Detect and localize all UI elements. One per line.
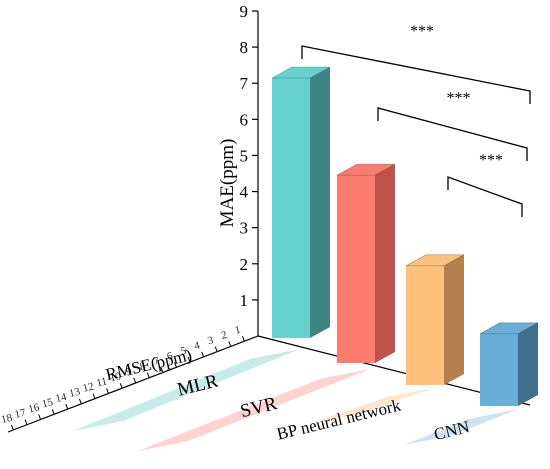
bar-top-edge (336, 163, 396, 176)
category-label: CNN (432, 417, 471, 444)
depth-tick-label: 3 (206, 334, 215, 347)
bar-top (272, 67, 330, 78)
depth-tick-label: 5 (179, 345, 188, 358)
bracket-line (447, 176, 523, 217)
depth-tick (133, 377, 137, 384)
bar-front (272, 78, 310, 338)
depth-tick-label: 16 (27, 401, 41, 415)
y-tick-label: 7 (240, 74, 249, 93)
depth-tick-label: 14 (54, 391, 68, 405)
bar-side (444, 254, 464, 385)
significance-bracket: *** (447, 152, 523, 217)
depth-tick (119, 382, 123, 389)
depth-tick-label: 15 (41, 396, 55, 410)
depth-tick-label: 2 (220, 329, 228, 342)
significance-bracket: *** (301, 23, 531, 104)
depth-tick (38, 414, 42, 420)
category-band (312, 387, 437, 423)
bracket-line (377, 107, 528, 161)
depth-tick-label: 10 (109, 370, 123, 384)
depth-tick (174, 362, 177, 368)
bars (271, 66, 539, 406)
bar-top-edge (271, 66, 331, 79)
y-tick-label: 4 (240, 183, 249, 202)
depth-tick (187, 356, 191, 363)
significance-label: *** (479, 152, 503, 169)
y-tick-label: 9 (240, 2, 249, 21)
depth-axis-line (7, 335, 259, 433)
depth-tick-label: 4 (193, 339, 202, 352)
category-label: MLR (175, 371, 220, 401)
depth-tick (24, 419, 28, 425)
bar (271, 66, 331, 338)
depth-tick (241, 336, 245, 342)
category-label-bands (73, 349, 518, 451)
depth-tick (160, 367, 164, 373)
depth-tick (92, 393, 96, 399)
category-label: SVR (238, 393, 279, 422)
y-axis-title: MAE(ppm) (217, 139, 238, 228)
bar-front (406, 265, 444, 385)
bar-top-edge (479, 322, 539, 335)
bar-side (310, 67, 330, 338)
depth-tick (65, 403, 69, 410)
depth-tick-label: 13 (68, 386, 82, 400)
bar (405, 254, 465, 385)
category-band (73, 349, 300, 431)
depth-tick (201, 351, 205, 358)
category-band (138, 369, 370, 451)
depth-tick-label: 9 (125, 365, 134, 378)
depth-tick-label: 12 (82, 381, 95, 395)
depth-tick (106, 388, 110, 394)
category-label: BP neural network (275, 395, 403, 443)
y-tick-label: 2 (240, 255, 249, 274)
bar-side (518, 322, 538, 406)
y-tick-label: 1 (240, 291, 249, 310)
depth-tick (228, 341, 232, 347)
bar-side (375, 164, 395, 363)
significance-brackets: *** *** *** (301, 23, 531, 217)
bar-top-edge (405, 254, 465, 267)
depth-tick-label: 17 (14, 407, 28, 421)
depth-tick-label: 18 (0, 412, 14, 426)
bar-top (337, 164, 395, 176)
bar-top (480, 322, 538, 334)
category-band (404, 409, 518, 445)
bracket-line (301, 45, 531, 104)
y-tick-label: 6 (240, 110, 249, 129)
depth-tick-label: 11 (95, 375, 108, 389)
depth-tick-label: 6 (166, 350, 175, 363)
significance-bracket: *** (377, 90, 528, 161)
bar-front (480, 333, 518, 406)
y-tick-label: 8 (240, 38, 249, 57)
bar (336, 163, 396, 363)
depth-tick (214, 346, 218, 352)
depth-tick (10, 424, 14, 431)
bar-front (337, 175, 375, 363)
bar-top (406, 254, 464, 266)
bar (479, 322, 539, 406)
depth-tick (146, 372, 150, 378)
significance-label: *** (410, 23, 434, 40)
y-tick-label: 3 (240, 219, 249, 238)
significance-label: *** (447, 90, 471, 107)
depth-tick-label: 8 (139, 360, 148, 373)
y-tick-label: 5 (240, 146, 249, 165)
depth-tick-label: 1 (234, 324, 242, 337)
depth-tick (78, 398, 82, 405)
depth-tick-label: 7 (152, 355, 161, 368)
depth-tick (51, 409, 55, 415)
